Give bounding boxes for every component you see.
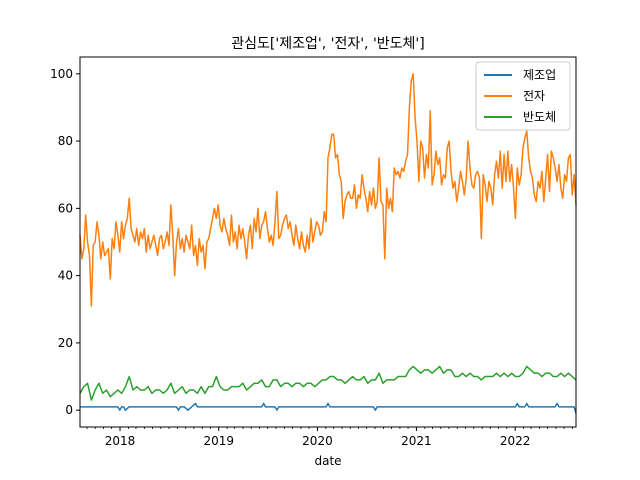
x-axis-label: date xyxy=(314,454,341,468)
series-line-2 xyxy=(79,365,577,401)
y-tick-label: 100 xyxy=(50,67,73,81)
x-tick-label: 2018 xyxy=(105,434,136,448)
y-tick-label: 0 xyxy=(65,403,73,417)
chart-title: 관심도['제조업', '전자', '반도체'] xyxy=(231,36,425,52)
x-tick-label: 2021 xyxy=(401,434,432,448)
series-line-0 xyxy=(80,402,577,414)
plot-frame xyxy=(79,56,577,428)
series-line-1 xyxy=(79,73,577,307)
series-layer xyxy=(79,73,577,414)
x-tick-label: 2020 xyxy=(302,434,333,448)
x-tick-label: 2019 xyxy=(203,434,234,448)
y-tick-label: 80 xyxy=(58,134,73,148)
legend-label-2: 반도체 xyxy=(523,110,556,124)
x-tick-label: 2022 xyxy=(500,434,531,448)
y-tick-label: 40 xyxy=(58,269,73,283)
y-tick-label: 20 xyxy=(58,336,73,350)
y-tick-label: 60 xyxy=(58,201,73,215)
legend-label-1: 전자 xyxy=(523,89,545,103)
legend-label-0: 제조업 xyxy=(523,68,556,82)
ticks-layer: 0 20 40 60 80 100 2018 2019 2020 2021 2022 xyxy=(50,67,573,448)
legend-box xyxy=(475,61,571,131)
